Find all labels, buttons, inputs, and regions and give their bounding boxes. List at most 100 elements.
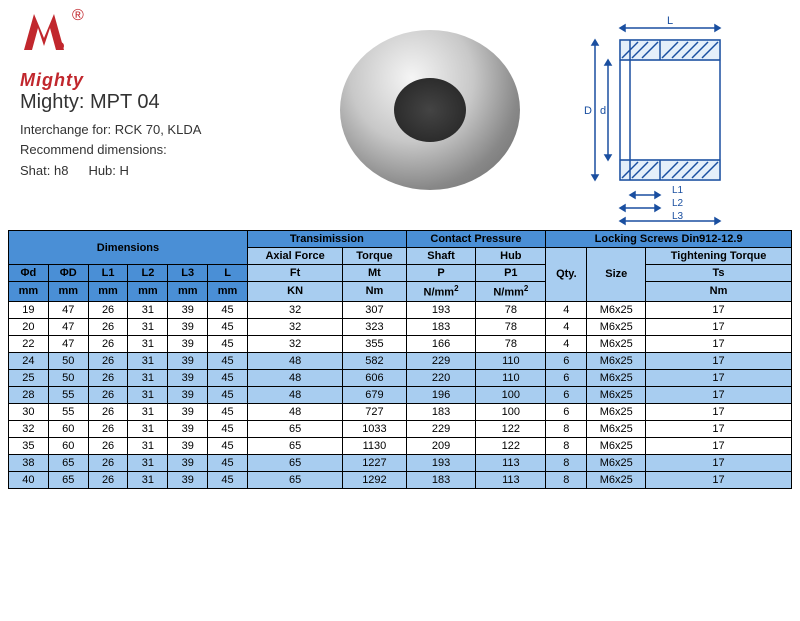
sym-phi-D: ΦD: [48, 265, 88, 282]
unit-Nmm2-2: N/mm2: [476, 282, 546, 302]
cell-Ts: 17: [646, 369, 792, 386]
cell-D: 50: [48, 369, 88, 386]
cell-Ts: 17: [646, 301, 792, 318]
svg-text:L2: L2: [672, 198, 684, 209]
unit-mm-1: mm: [9, 282, 49, 302]
cell-L1: 26: [88, 318, 128, 335]
cell-P: 183: [406, 471, 476, 488]
cell-L3: 39: [168, 471, 208, 488]
cell-Ft: 65: [247, 454, 342, 471]
svg-text:L1: L1: [672, 185, 684, 196]
cell-D: 65: [48, 454, 88, 471]
cell-Mt: 727: [343, 403, 406, 420]
cell-P1: 78: [476, 318, 546, 335]
cell-L: 45: [208, 335, 248, 352]
cell-Size: M6x25: [587, 386, 646, 403]
cell-d: 20: [9, 318, 49, 335]
cell-Ts: 17: [646, 420, 792, 437]
table-row: 22472631394532355166784M6x2517: [9, 335, 792, 352]
cell-Ts: 17: [646, 335, 792, 352]
cell-Ft: 65: [247, 471, 342, 488]
unit-mm-3: mm: [88, 282, 128, 302]
cell-Qty: 4: [546, 318, 587, 335]
cell-Qty: 6: [546, 369, 587, 386]
sym-Ts: Ts: [646, 265, 792, 282]
cell-L3: 39: [168, 352, 208, 369]
cell-L1: 26: [88, 471, 128, 488]
interchange-value: RCK 70, KLDA: [115, 122, 202, 137]
cell-P: 193: [406, 301, 476, 318]
svg-text:D: D: [584, 105, 592, 117]
cell-Mt: 1033: [343, 420, 406, 437]
cell-Ts: 17: [646, 318, 792, 335]
unit-mm-4: mm: [128, 282, 168, 302]
svg-text:L: L: [667, 15, 673, 27]
unit-mm-2: mm: [48, 282, 88, 302]
table-row: 245026313945485822291106M6x2517: [9, 352, 792, 369]
cell-Ft: 65: [247, 420, 342, 437]
cell-L3: 39: [168, 301, 208, 318]
cell-L: 45: [208, 301, 248, 318]
cell-L: 45: [208, 352, 248, 369]
cell-L1: 26: [88, 403, 128, 420]
cell-P: 166: [406, 335, 476, 352]
cell-Size: M6x25: [587, 403, 646, 420]
cell-L2: 31: [128, 352, 168, 369]
cell-L1: 26: [88, 420, 128, 437]
col-tightening-torque: Tightening Torque: [646, 248, 792, 265]
cell-L1: 26: [88, 454, 128, 471]
cell-L2: 31: [128, 335, 168, 352]
cell-L2: 31: [128, 301, 168, 318]
cell-Size: M6x25: [587, 420, 646, 437]
unit-Nm-1: Nm: [343, 282, 406, 302]
cell-Mt: 606: [343, 369, 406, 386]
cell-L2: 31: [128, 386, 168, 403]
cell-D: 47: [48, 301, 88, 318]
cell-d: 32: [9, 420, 49, 437]
cell-P1: 100: [476, 403, 546, 420]
unit-KN: KN: [247, 282, 342, 302]
cell-Ts: 17: [646, 403, 792, 420]
cell-d: 35: [9, 437, 49, 454]
cell-L3: 39: [168, 386, 208, 403]
cell-L1: 26: [88, 301, 128, 318]
col-qty: Qty.: [546, 248, 587, 302]
cell-L3: 39: [168, 369, 208, 386]
cell-L3: 39: [168, 335, 208, 352]
cell-L1: 26: [88, 386, 128, 403]
sym-L2: L2: [128, 265, 168, 282]
cell-Ft: 65: [247, 437, 342, 454]
cell-Ts: 17: [646, 437, 792, 454]
technical-drawing: L D d L1 L2 L3: [570, 10, 770, 230]
cell-Ts: 17: [646, 454, 792, 471]
table-row: 3865263139456512271931138M6x2517: [9, 454, 792, 471]
sym-Ft: Ft: [247, 265, 342, 282]
cell-L1: 26: [88, 369, 128, 386]
data-table-wrap: Dimensions Transimission Contact Pressur…: [0, 230, 800, 499]
cell-L: 45: [208, 420, 248, 437]
cell-Qty: 8: [546, 420, 587, 437]
unit-mm-6: mm: [208, 282, 248, 302]
sym-phi-d: Φd: [9, 265, 49, 282]
cell-L1: 26: [88, 335, 128, 352]
cell-D: 50: [48, 352, 88, 369]
shaft-spec: Shat: h8: [20, 161, 68, 181]
cell-Ft: 48: [247, 403, 342, 420]
cell-Mt: 355: [343, 335, 406, 352]
table-row: 19472631394532307193784M6x2517: [9, 301, 792, 318]
cell-P: 193: [406, 454, 476, 471]
product-info: Interchange for: RCK 70, KLDA Recommend …: [20, 120, 300, 181]
cell-L: 45: [208, 471, 248, 488]
cell-P1: 78: [476, 335, 546, 352]
cell-D: 47: [48, 318, 88, 335]
cell-L3: 39: [168, 403, 208, 420]
col-transmission: Transimission: [247, 231, 406, 248]
unit-Nm-2: Nm: [646, 282, 792, 302]
cell-Ft: 32: [247, 318, 342, 335]
cell-L2: 31: [128, 471, 168, 488]
cell-Size: M6x25: [587, 301, 646, 318]
svg-text:d: d: [600, 105, 606, 117]
hub-spec: Hub: H: [88, 161, 128, 181]
cell-D: 60: [48, 420, 88, 437]
cell-L2: 31: [128, 420, 168, 437]
